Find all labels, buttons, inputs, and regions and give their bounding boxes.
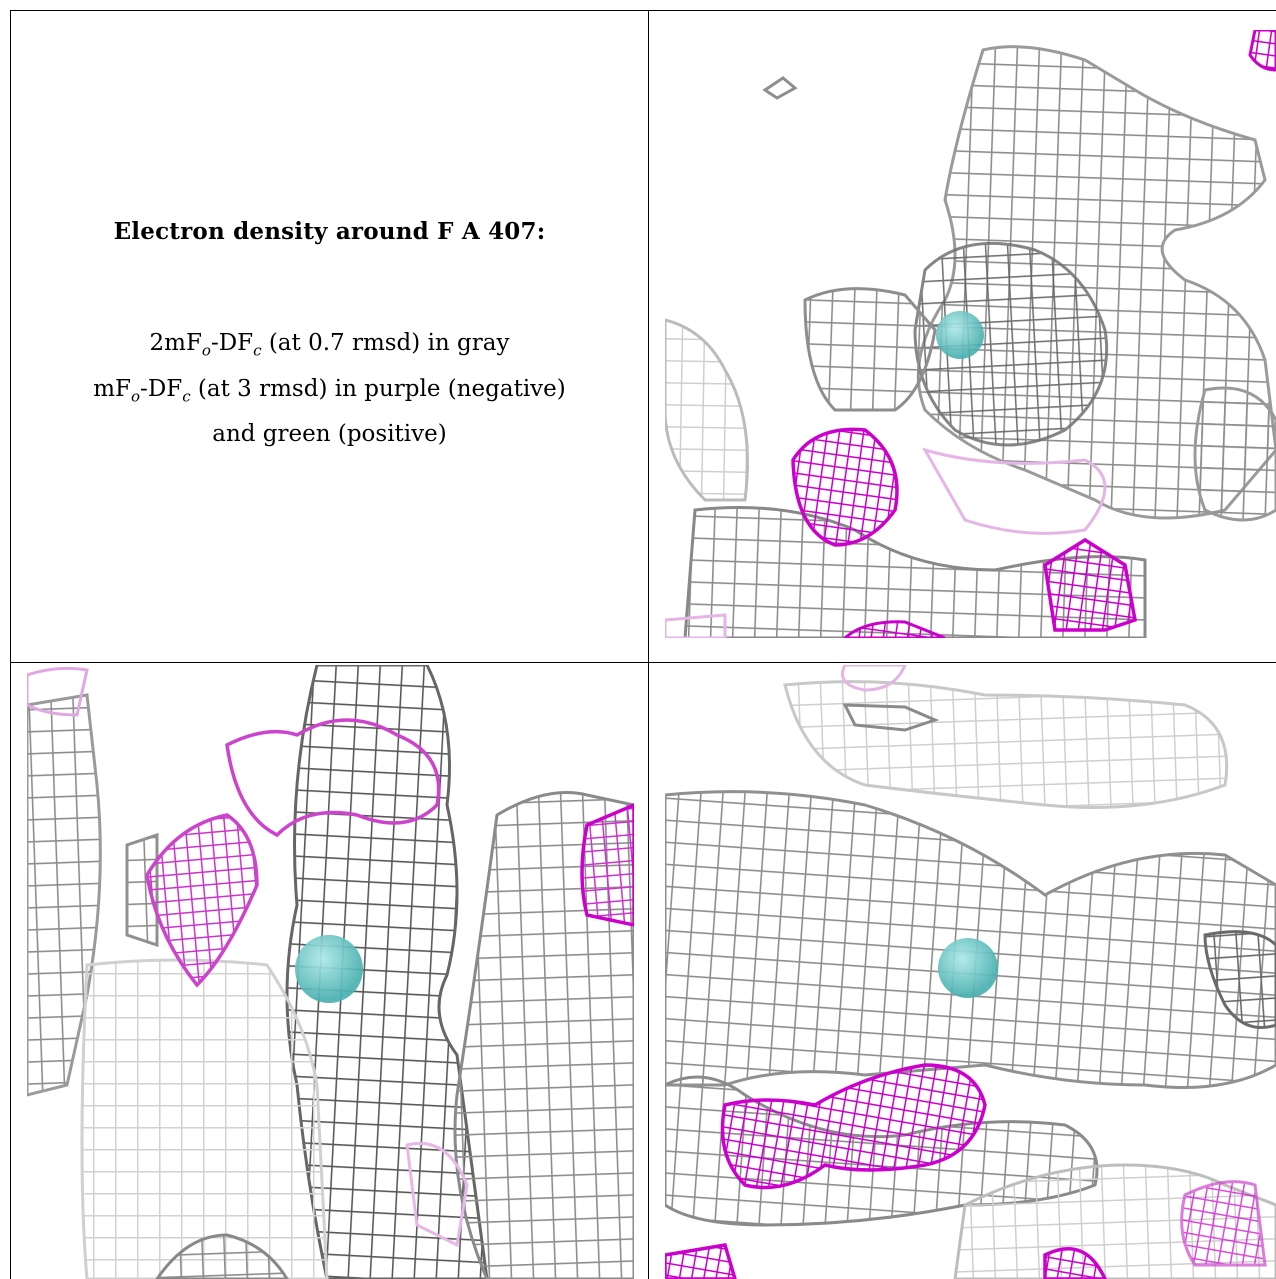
ion-sphere-1 xyxy=(936,311,984,359)
caption-line-2fo-fc: 2mFo-DFc (at 0.7 rmsd) in gray xyxy=(149,330,510,360)
density-image-3 xyxy=(665,665,1276,1279)
density-view-bottom-right xyxy=(665,665,1276,1279)
ion-sphere-2 xyxy=(295,935,363,1003)
caption-panel: Electron density around F A 407: 2mFo-DF… xyxy=(12,12,647,661)
density-image-2 xyxy=(27,665,634,1279)
vertical-divider xyxy=(648,10,649,1279)
horizontal-divider xyxy=(10,662,1276,663)
caption-body: 2mFo-DFc (at 0.7 rmsd) in gray mFo-DFc (… xyxy=(12,324,647,453)
caption-line-positive: and green (positive) xyxy=(212,421,447,448)
density-view-bottom-left xyxy=(27,665,634,1279)
caption-title: Electron density around F A 407: xyxy=(113,218,546,245)
density-view-top-right xyxy=(665,30,1276,638)
density-image-1 xyxy=(665,30,1276,638)
figure-frame xyxy=(10,10,1276,1279)
ion-sphere-3 xyxy=(938,938,998,998)
caption-line-fo-fc: mFo-DFc (at 3 rmsd) in purple (negative) xyxy=(93,375,566,406)
